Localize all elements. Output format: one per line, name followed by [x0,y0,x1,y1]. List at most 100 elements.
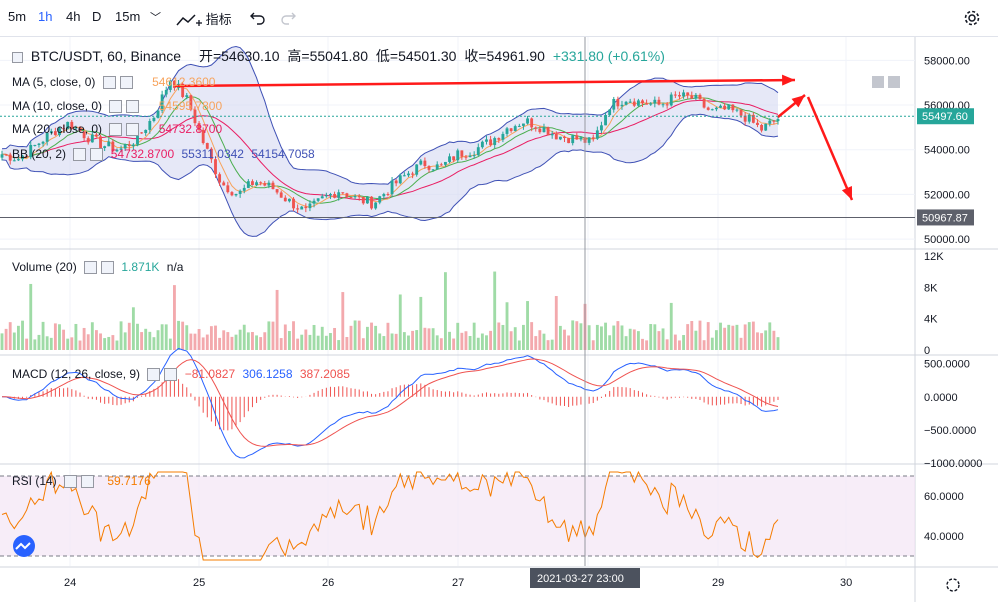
eye-icon[interactable] [109,100,123,114]
volume-bar [468,335,472,350]
rsi-legend[interactable]: RSI (14) 59.7176 [12,474,155,489]
candle-body [218,174,222,183]
volume-bar [12,332,16,350]
eye-icon[interactable] [64,475,78,489]
candle-body [554,133,558,140]
marker-price-label: 50967.87 [922,212,968,224]
candle-body [320,196,324,199]
undo-button[interactable] [250,9,266,28]
eye-icon[interactable] [102,76,116,90]
close-icon[interactable] [90,148,104,162]
candle-body [710,109,714,111]
candle-body [271,182,275,190]
volume-bar [628,328,632,350]
volume-label: Volume (20) [12,260,77,274]
candle-body [497,138,501,140]
eye-icon[interactable] [147,368,161,382]
candle-body [407,173,410,176]
close-icon[interactable] [126,123,140,137]
candle-body [402,175,406,177]
candle-body [33,144,37,146]
ma5-legend[interactable]: MA (5, close, 0) 54612.3600 [12,75,219,90]
volume-bar [205,334,209,350]
macd-tick-label: −500.0000 [924,425,976,437]
eye-icon[interactable] [84,261,98,275]
volume-bar [329,333,332,350]
bb-legend[interactable]: BB (20, 2) 54732.8700 55311.0342 54154.7… [12,147,319,162]
ma20-legend[interactable]: MA (20, close, 0) 54732.8700 [12,122,226,137]
volume-bar [255,335,258,350]
candle-body [546,127,550,136]
candle-body [25,155,29,158]
close-icon[interactable] [101,261,115,275]
volume-bar [29,283,33,350]
candle-body [148,120,152,130]
volume-bar [669,302,673,350]
candle-body [263,183,267,186]
candle-body [538,128,542,133]
candle-body [275,189,279,193]
macd-legend[interactable]: MACD (12, 26, close, 9) −81.0827 306.125… [12,367,354,382]
ma5-label: MA (5, close, 0) [12,75,96,89]
close-icon[interactable] [164,368,178,382]
volume-bar [419,296,423,350]
interval-15m[interactable]: 15m [115,9,141,24]
eye-icon[interactable] [109,123,123,137]
candle-body [242,187,246,191]
macd-tick-label: −1000.0000 [924,458,982,470]
candle-body [173,80,176,88]
candle-body [776,119,780,122]
current-price-tag [917,108,974,125]
volume-bar [608,335,612,350]
candle-body [743,115,747,122]
candle-body [509,128,513,132]
candle-body [517,125,521,127]
volume-bar [448,331,451,350]
interval-5m[interactable]: 5m [8,9,27,24]
volume-bar [292,321,295,350]
ma10-legend[interactable]: MA (10, close, 0) 54595.7800 [12,99,226,114]
candle-body [103,146,107,149]
candle-body [78,127,82,132]
macd-hist-value: −81.0827 [184,367,236,381]
volume-legend[interactable]: Volume (20) 1.871K n/a [12,260,187,275]
volume-bar [653,324,657,350]
candle-body [513,126,517,132]
volume-bar [743,324,747,350]
candle-body [4,154,8,156]
candle-body [201,129,205,144]
eye-icon[interactable] [73,148,87,162]
interval-d[interactable]: D [92,9,102,24]
interval-4h[interactable]: 4h [66,9,81,24]
volume-bar [665,339,669,350]
close-icon[interactable] [119,76,133,90]
symbol-label: BTC/USDT, 60, Binance [30,48,182,64]
candle-body [390,180,394,195]
candle-body [95,134,98,137]
candle-body [238,190,242,194]
candle-body [669,94,673,106]
interval-dropdown-icon[interactable]: ﹀ [150,12,161,24]
close-icon[interactable] [126,100,140,114]
rsi-layer [0,470,915,561]
axes-layer: 58000.0056000.0054000.0052000.0050000.00… [0,37,982,592]
redo-button[interactable] [280,9,296,28]
indicators-button[interactable]: 指标 [176,9,232,29]
close-icon[interactable] [81,475,95,489]
candle-body [41,141,45,144]
volume-bar [234,334,238,350]
volume-bar [772,330,776,350]
candle-body [398,175,402,184]
volume-bar [542,333,546,350]
volume-bar [148,331,152,350]
chart-area[interactable]: 58000.0056000.0054000.0052000.0050000.00… [0,37,998,605]
candle-body [653,99,657,104]
interval-1h[interactable]: 1h [38,9,53,24]
volume-bar [251,332,254,350]
candle-body [448,156,451,162]
volume-bar [90,322,94,350]
volume-bar [99,333,102,350]
candle-body [283,197,287,202]
settings-gear-icon[interactable] [962,8,982,28]
volume-bar [21,320,24,350]
